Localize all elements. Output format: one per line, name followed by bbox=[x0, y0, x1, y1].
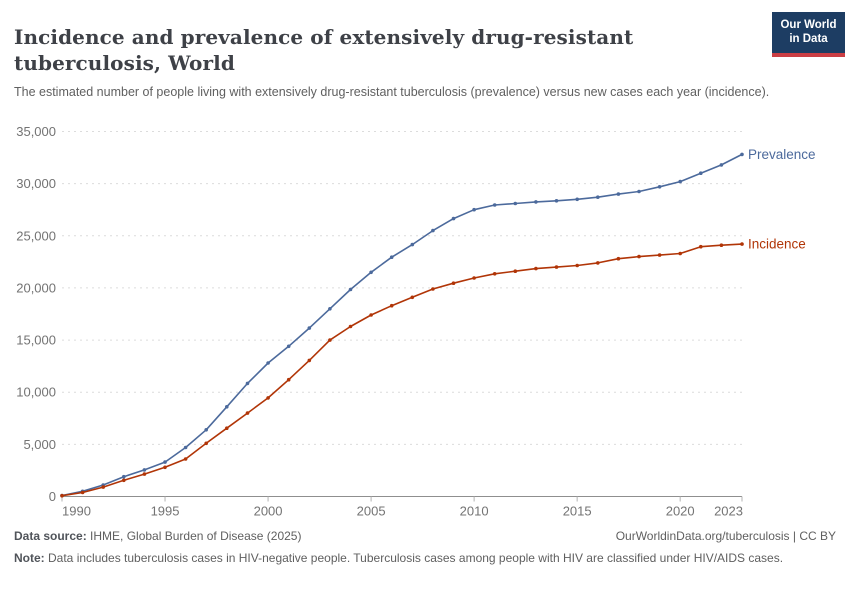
y-tick-label: 15,000 bbox=[16, 333, 56, 348]
data-point-prevalence[interactable] bbox=[513, 201, 518, 206]
y-tick-label: 30,000 bbox=[16, 176, 56, 191]
data-point-prevalence[interactable] bbox=[657, 185, 662, 189]
owid-logo-line1: Our World bbox=[780, 19, 837, 31]
y-tick-label: 10,000 bbox=[16, 385, 56, 400]
x-tick-label: 2000 bbox=[254, 504, 283, 519]
data-point-incidence[interactable] bbox=[554, 265, 559, 269]
data-point-incidence[interactable] bbox=[225, 426, 229, 431]
data-point-incidence[interactable] bbox=[122, 478, 126, 483]
data-point-incidence[interactable] bbox=[534, 266, 538, 271]
data-point-incidence[interactable] bbox=[286, 377, 291, 382]
data-source-text: Data source: IHME, Global Burden of Dise… bbox=[14, 529, 302, 543]
data-point-prevalence[interactable] bbox=[348, 287, 353, 292]
data-point-prevalence[interactable] bbox=[431, 228, 435, 233]
data-point-incidence[interactable] bbox=[163, 465, 167, 470]
data-point-incidence[interactable] bbox=[513, 269, 518, 273]
data-point-incidence[interactable] bbox=[204, 441, 208, 446]
data-point-incidence[interactable] bbox=[596, 261, 600, 265]
data-point-prevalence[interactable] bbox=[183, 445, 188, 450]
data-point-incidence[interactable] bbox=[410, 295, 415, 300]
data-point-incidence[interactable] bbox=[719, 243, 724, 247]
data-point-prevalence[interactable] bbox=[122, 474, 126, 479]
data-point-incidence[interactable] bbox=[637, 254, 641, 259]
data-point-prevalence[interactable] bbox=[534, 200, 538, 204]
data-point-incidence[interactable] bbox=[678, 251, 682, 256]
data-point-incidence[interactable] bbox=[431, 287, 435, 291]
data-point-prevalence[interactable] bbox=[286, 344, 291, 349]
data-point-prevalence[interactable] bbox=[266, 361, 270, 365]
data-point-incidence[interactable] bbox=[307, 358, 312, 363]
series-label-prevalence: Prevalence bbox=[748, 147, 816, 162]
data-point-incidence[interactable] bbox=[616, 256, 621, 261]
owid-logo[interactable]: Our World in Data bbox=[772, 12, 845, 57]
data-point-incidence[interactable] bbox=[80, 490, 85, 495]
note-label: Note: bbox=[14, 550, 45, 565]
data-point-prevalence[interactable] bbox=[472, 207, 476, 212]
series-line-incidence[interactable] bbox=[61, 243, 743, 497]
data-point-prevalence[interactable] bbox=[204, 428, 208, 432]
data-point-incidence[interactable] bbox=[492, 272, 497, 276]
data-point-prevalence[interactable] bbox=[328, 307, 332, 311]
data-point-incidence[interactable] bbox=[183, 457, 188, 461]
data-point-incidence[interactable] bbox=[328, 338, 332, 342]
data-point-incidence[interactable] bbox=[575, 263, 579, 268]
data-point-prevalence[interactable] bbox=[740, 152, 744, 157]
data-point-incidence[interactable] bbox=[369, 313, 373, 317]
data-point-prevalence[interactable] bbox=[369, 270, 373, 275]
data-point-prevalence[interactable] bbox=[637, 189, 641, 194]
x-tick-label: 2005 bbox=[357, 504, 386, 519]
data-point-prevalence[interactable] bbox=[451, 216, 456, 221]
data-point-incidence[interactable] bbox=[101, 485, 105, 489]
owid-logo-line2: in Data bbox=[789, 32, 828, 45]
data-point-prevalence[interactable] bbox=[410, 242, 415, 247]
data-point-prevalence[interactable] bbox=[142, 468, 147, 472]
data-point-prevalence[interactable] bbox=[554, 199, 559, 203]
y-tick-label: 0 bbox=[49, 489, 56, 504]
note-text: Note: Data includes tuberculosis cases i… bbox=[14, 550, 784, 565]
y-tick-label: 5,000 bbox=[23, 437, 56, 452]
data-point-incidence[interactable] bbox=[348, 324, 353, 329]
data-point-incidence[interactable] bbox=[389, 303, 394, 308]
x-tick-label: 1995 bbox=[151, 504, 180, 519]
data-point-incidence[interactable] bbox=[451, 281, 456, 285]
data-point-incidence[interactable] bbox=[740, 242, 744, 246]
series-line-prevalence[interactable] bbox=[61, 153, 743, 497]
y-tick-label: 25,000 bbox=[16, 228, 56, 243]
data-point-incidence[interactable] bbox=[699, 244, 703, 249]
data-point-incidence[interactable] bbox=[142, 472, 147, 476]
data-point-prevalence[interactable] bbox=[575, 197, 579, 202]
data-point-prevalence[interactable] bbox=[163, 460, 167, 464]
data-point-prevalence[interactable] bbox=[678, 179, 682, 184]
data-point-incidence[interactable] bbox=[266, 396, 270, 400]
data-point-incidence[interactable] bbox=[657, 253, 662, 257]
data-point-incidence[interactable] bbox=[60, 493, 64, 498]
series-label-incidence: Incidence bbox=[748, 237, 806, 252]
data-point-prevalence[interactable] bbox=[389, 255, 394, 259]
y-tick-label: 20,000 bbox=[16, 280, 56, 295]
data-source-label: Data source: bbox=[14, 529, 87, 543]
chart-subtitle: The estimated number of people living wi… bbox=[14, 84, 770, 99]
chart-title: Incidence and prevalence of extensively … bbox=[14, 25, 634, 76]
x-tick-label: 1990 bbox=[62, 504, 91, 519]
data-point-incidence[interactable] bbox=[472, 276, 476, 280]
x-tick-label: 2015 bbox=[563, 504, 592, 519]
chart-footer: Data source: IHME, Global Burden of Dise… bbox=[14, 529, 836, 566]
data-point-prevalence[interactable] bbox=[719, 163, 724, 167]
data-point-prevalence[interactable] bbox=[245, 381, 250, 386]
data-point-prevalence[interactable] bbox=[492, 203, 497, 207]
chart-canvas: 0 5,000 10,000 15,000 20,000 25,000 30,000 35,0… bbox=[16, 124, 816, 519]
y-tick-label: 35,000 bbox=[16, 124, 56, 139]
data-point-prevalence[interactable] bbox=[307, 326, 312, 330]
x-tick-label: 2023 bbox=[714, 504, 743, 519]
data-point-prevalence[interactable] bbox=[596, 195, 600, 199]
data-point-prevalence[interactable] bbox=[616, 192, 621, 196]
x-tick-label: 2020 bbox=[666, 504, 695, 519]
data-point-prevalence[interactable] bbox=[699, 171, 703, 175]
x-tick-label: 2010 bbox=[460, 504, 489, 519]
data-point-incidence[interactable] bbox=[245, 411, 250, 415]
citation-link[interactable]: OurWorldinData.org/tuberculosis | CC BY bbox=[615, 529, 836, 543]
data-point-prevalence[interactable] bbox=[225, 405, 229, 409]
